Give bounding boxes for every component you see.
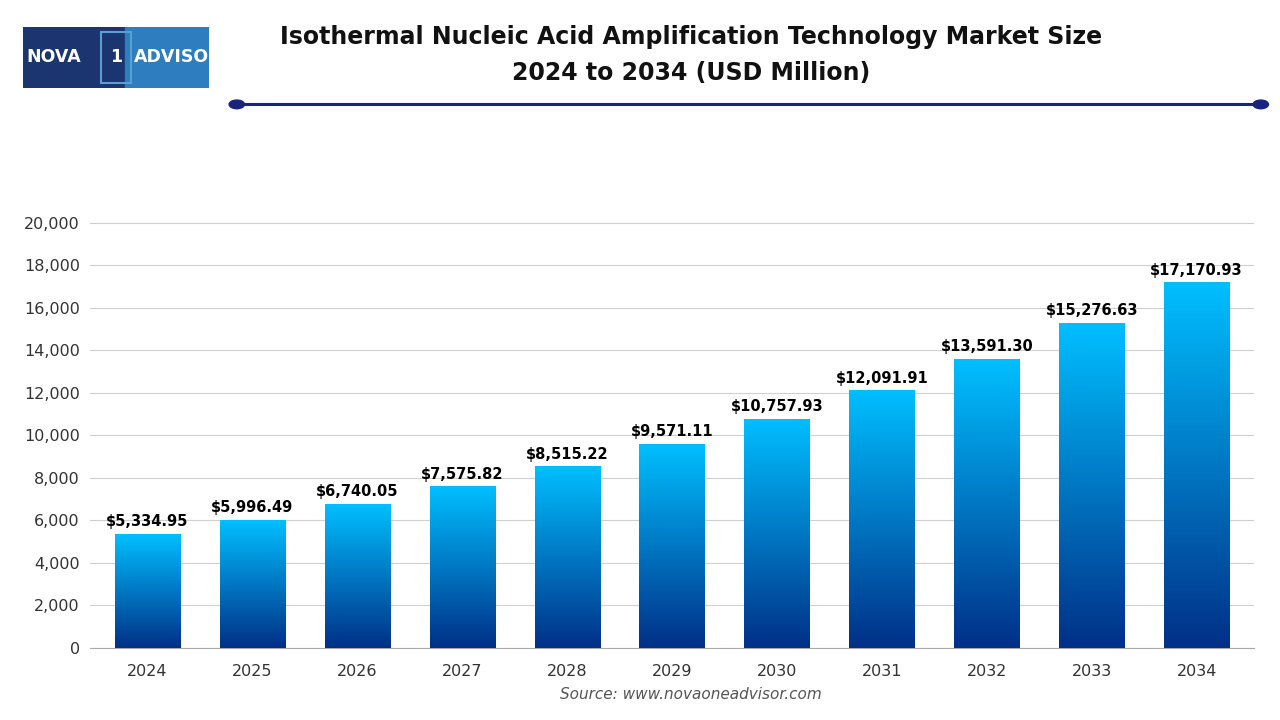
Text: $15,276.63: $15,276.63 bbox=[1046, 303, 1138, 318]
Text: ADVISOR: ADVISOR bbox=[134, 48, 223, 66]
Text: $5,334.95: $5,334.95 bbox=[106, 514, 188, 529]
Text: $7,575.82: $7,575.82 bbox=[421, 467, 503, 482]
Bar bbox=[125, 27, 209, 88]
Text: $10,757.93: $10,757.93 bbox=[731, 399, 823, 414]
Text: Isothermal Nucleic Acid Amplification Technology Market Size: Isothermal Nucleic Acid Amplification Te… bbox=[280, 25, 1102, 49]
Text: $5,996.49: $5,996.49 bbox=[211, 500, 293, 516]
Text: Source: www.novaoneadvisor.com: Source: www.novaoneadvisor.com bbox=[561, 687, 822, 702]
Text: NOVA: NOVA bbox=[27, 48, 82, 66]
Text: $13,591.30: $13,591.30 bbox=[941, 339, 1033, 354]
Text: 1: 1 bbox=[110, 48, 122, 66]
Text: $12,091.91: $12,091.91 bbox=[836, 371, 928, 386]
Text: 2024 to 2034 (USD Million): 2024 to 2034 (USD Million) bbox=[512, 61, 870, 85]
Bar bbox=[23, 27, 125, 88]
Text: $8,515.22: $8,515.22 bbox=[526, 446, 608, 462]
Text: $6,740.05: $6,740.05 bbox=[316, 485, 398, 500]
Bar bbox=[101, 32, 131, 83]
Text: $17,170.93: $17,170.93 bbox=[1151, 263, 1243, 278]
Text: $9,571.11: $9,571.11 bbox=[631, 424, 713, 439]
